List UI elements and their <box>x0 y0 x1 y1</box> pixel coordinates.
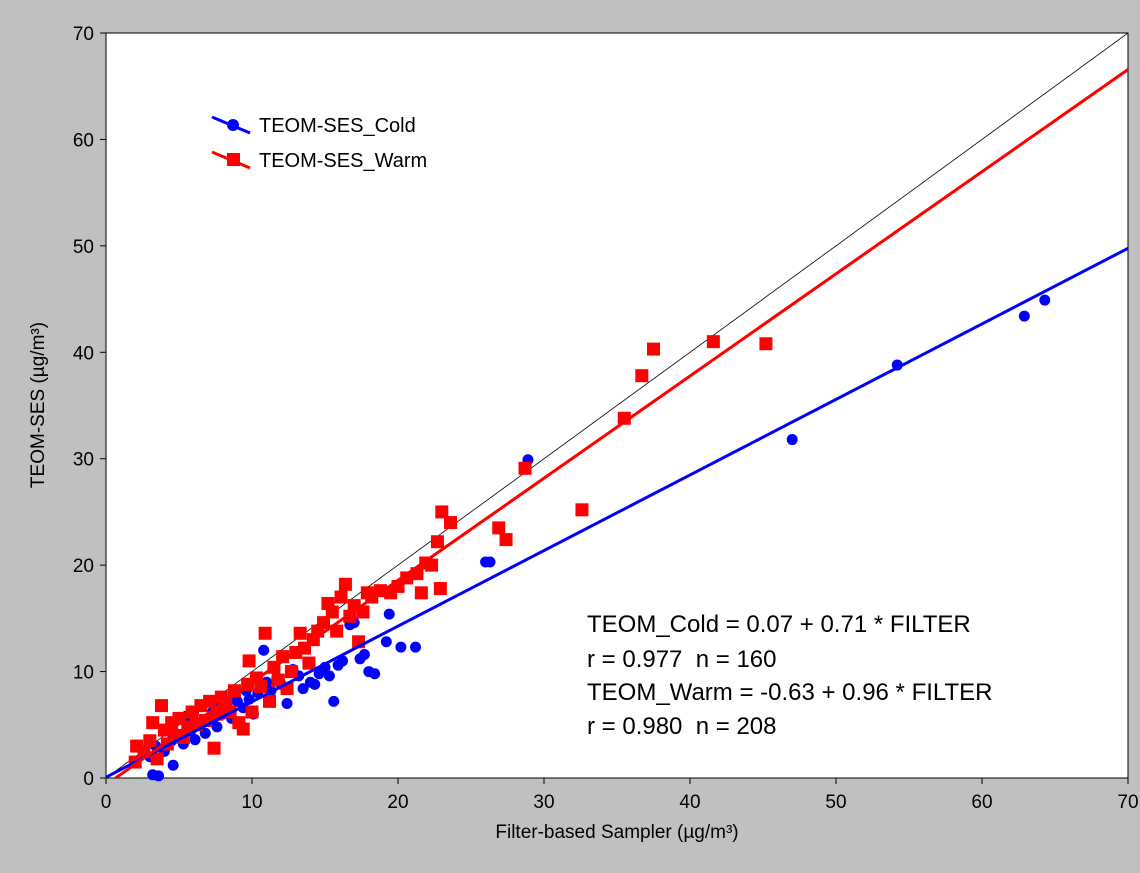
data-point <box>236 722 250 736</box>
annotation-line: r = 0.977 n = 160 <box>587 646 776 673</box>
x-tick-label: 50 <box>825 792 846 813</box>
legend: TEOM-SES_Cold TEOM-SES_Warm <box>211 115 427 172</box>
data-point <box>263 694 277 708</box>
data-point <box>258 626 272 640</box>
y-tick-label: 20 <box>73 556 94 577</box>
data-point <box>575 503 589 517</box>
data-point <box>258 644 270 656</box>
fit-lines-layer <box>106 68 1128 778</box>
data-point <box>281 698 293 709</box>
data-point <box>242 654 256 668</box>
data-point <box>647 342 660 356</box>
y-tick-label: 30 <box>73 450 94 471</box>
data-point <box>330 624 344 638</box>
data-point <box>786 434 798 446</box>
x-tick-label: 20 <box>387 792 408 813</box>
data-point <box>369 668 381 680</box>
data-point <box>358 649 370 661</box>
data-point <box>484 556 496 568</box>
data-point <box>325 605 339 619</box>
legend-marker <box>227 119 239 131</box>
data-point <box>380 636 392 648</box>
legend-marker <box>227 153 240 166</box>
x-tick-label: 10 <box>241 792 262 813</box>
data-point <box>317 616 331 630</box>
data-point <box>635 369 649 383</box>
y-tick-label: 10 <box>73 663 94 684</box>
x-tick-label: 0 <box>101 792 112 813</box>
x-tick-label: 60 <box>971 792 992 813</box>
data-point <box>499 533 513 547</box>
data-point <box>414 586 428 600</box>
annotation-line: r = 0.980 n = 208 <box>587 713 776 740</box>
data-point <box>309 678 321 690</box>
data-point <box>430 535 444 549</box>
data-point <box>153 770 165 782</box>
data-point <box>150 752 164 766</box>
legend-item-warm: TEOM-SES_Warm <box>211 150 427 172</box>
data-point <box>146 716 160 730</box>
legend-item-cold: TEOM-SES_Cold <box>211 115 416 137</box>
fit-line-cold <box>106 246 1128 778</box>
data-point <box>293 626 307 640</box>
data-point <box>207 741 221 755</box>
data-point <box>254 679 268 693</box>
annotation-line: TEOM_Cold = 0.07 + 0.71 * FILTER <box>587 611 971 638</box>
data-point <box>444 516 458 530</box>
data-point <box>1039 294 1051 306</box>
y-axis-title: TEOM-SES (µg/m³) <box>28 322 49 488</box>
data-point <box>425 558 439 572</box>
data-point <box>400 571 414 585</box>
legend-label: TEOM-SES_Cold <box>259 115 416 137</box>
data-point <box>302 656 316 670</box>
legend-label: TEOM-SES_Warm <box>259 150 427 172</box>
axes-layer: 0 10 20 30 40 50 60 70 0 10 20 30 40 50 60 70 <box>73 24 1139 813</box>
x-tick-label: 70 <box>1117 792 1138 813</box>
data-point <box>189 734 201 746</box>
data-point <box>167 759 179 771</box>
data-point <box>518 461 532 475</box>
data-point <box>433 582 447 596</box>
y-tick-label: 0 <box>83 769 94 790</box>
fit-line-warm <box>112 68 1128 778</box>
data-point <box>435 505 449 519</box>
data-point <box>323 670 335 682</box>
annotation-line: TEOM_Warm = -0.63 + 0.96 * FILTER <box>587 679 992 706</box>
data-point <box>1018 310 1030 322</box>
data-point <box>297 683 309 695</box>
data-point <box>334 590 348 604</box>
y-tick-label: 70 <box>73 24 94 45</box>
regression-annotations: TEOM_Cold = 0.07 + 0.71 * FILTER r = 0.97… <box>587 611 992 740</box>
x-tick-label: 30 <box>533 792 554 813</box>
data-point <box>245 705 259 719</box>
y-tick-label: 60 <box>73 130 94 151</box>
data-point <box>383 608 395 620</box>
x-axis-title: Filter-based Sampler (µg/m³) <box>495 822 738 843</box>
data-point <box>284 665 298 679</box>
data-point <box>492 521 506 535</box>
data-point <box>337 655 349 667</box>
data-point <box>395 641 407 653</box>
data-point <box>203 694 217 708</box>
x-tick-label: 40 <box>679 792 700 813</box>
data-point <box>759 337 773 351</box>
y-tick-label: 50 <box>73 237 94 258</box>
data-point <box>338 577 352 591</box>
data-point <box>143 734 157 748</box>
data-point <box>410 641 422 653</box>
data-point <box>328 695 340 707</box>
y-tick-label: 40 <box>73 343 94 364</box>
data-point <box>211 721 223 733</box>
data-point <box>706 335 720 349</box>
data-point <box>154 699 168 713</box>
